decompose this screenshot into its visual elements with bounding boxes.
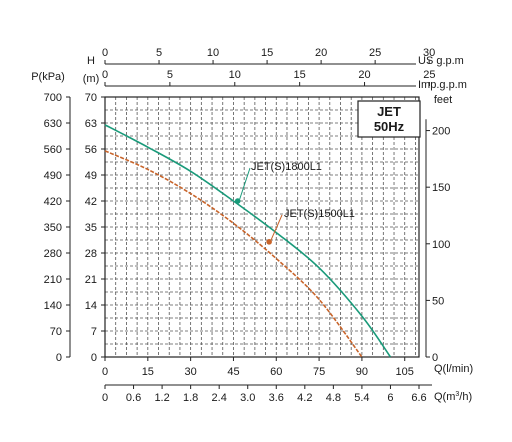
imp-gpm-tick-label: 5 <box>167 69 173 81</box>
q-m3h-tick-label: 3.6 <box>269 392 284 404</box>
series-leader-1 <box>270 214 283 241</box>
series-marker-1 <box>266 239 272 245</box>
q-m3h-tick-label: 6 <box>387 392 393 404</box>
feet-tick-label: 150 <box>432 182 450 194</box>
head-tick-label: 70 <box>85 92 97 104</box>
us-gpm-tick-label: 10 <box>207 47 219 59</box>
head-tick-label: 7 <box>91 326 97 338</box>
head-tick-label: 49 <box>85 170 97 182</box>
q-lmin-tick-label: 60 <box>270 366 282 378</box>
feet-tick-label: 200 <box>432 126 450 138</box>
q-m3h-tick-label: 4.8 <box>326 392 341 404</box>
q-lmin-tick-label: 15 <box>142 366 154 378</box>
series-label-1800: JET(S)1800L1 <box>251 161 322 173</box>
q-m3h-tick-label: 6.6 <box>411 392 426 404</box>
pressure-tick-label: 70 <box>50 326 62 338</box>
q-m3h-tick-label: 2.4 <box>212 392 227 404</box>
pressure-tick-label: 210 <box>44 274 62 286</box>
imp-gpm-axis-label: Imp.g.p.m <box>418 79 467 91</box>
head-tick-label: 28 <box>85 248 97 260</box>
us-gpm-tick-label: 5 <box>156 47 162 59</box>
head-tick-label: 63 <box>85 118 97 130</box>
feet-axis-label: feet <box>434 94 452 106</box>
feet-tick-label: 50 <box>432 295 444 307</box>
pressure-tick-label: 140 <box>44 300 62 312</box>
series-line-0 <box>104 124 392 358</box>
q-lmin-tick-label: 105 <box>396 366 414 378</box>
q-lmin-tick-label: 75 <box>313 366 325 378</box>
pressure-tick-label: 350 <box>44 222 62 234</box>
chart-curves <box>104 124 392 358</box>
pressure-axis-label: P(kPa) <box>31 71 65 83</box>
q-lmin-tick-label: 90 <box>356 366 368 378</box>
q-m3h-tick-label: 5.4 <box>354 392 369 404</box>
pressure-tick-label: 280 <box>44 248 62 260</box>
pressure-tick-label: 420 <box>44 196 62 208</box>
q-m3h-tick-label: 1.2 <box>154 392 169 404</box>
pressure-tick-label: 560 <box>44 144 62 156</box>
imp-gpm-tick-label: 15 <box>294 69 306 81</box>
q-lmin-tick-label: 0 <box>102 366 108 378</box>
series-label-1500: JET(S)1500L1 <box>284 208 355 220</box>
series-leader-0 <box>239 167 251 200</box>
q-lmin-tick-label: 45 <box>227 366 239 378</box>
q-m3h-axis-label: Q(m3/h) <box>434 391 472 403</box>
head-tick-label: 35 <box>85 222 97 234</box>
chart-ticks: 0701402102803504204905606307000714212835… <box>44 47 451 404</box>
imp-gpm-tick-label: 10 <box>229 69 241 81</box>
pressure-tick-label: 700 <box>44 92 62 104</box>
feet-tick-label: 100 <box>432 239 450 251</box>
q-m3h-tick-label: 0 <box>102 392 108 404</box>
head-tick-label: 42 <box>85 196 97 208</box>
head-axis-label: (m) <box>83 73 100 85</box>
pressure-tick-label: 490 <box>44 170 62 182</box>
us-gpm-tick-label: 20 <box>315 47 327 59</box>
series-marker-0 <box>234 198 241 204</box>
q-m3h-tick-label: 3.0 <box>240 392 255 404</box>
q-m3h-tick-label: 1.8 <box>183 392 198 404</box>
imp-gpm-tick-label: 25 <box>423 69 435 81</box>
q-m3h-tick-label: 0.6 <box>126 392 141 404</box>
pressure-tick-label: 0 <box>56 352 62 364</box>
series-line-1 <box>104 150 363 358</box>
us-gpm-tick-label: 25 <box>369 47 381 59</box>
imp-gpm-tick-label: 0 <box>102 69 108 81</box>
us-gpm-tick-label: 15 <box>261 47 273 59</box>
pressure-tick-label: 630 <box>44 118 62 130</box>
title-box <box>357 100 421 138</box>
feet-tick-label: 0 <box>432 352 438 364</box>
q-lmin-axis-label: Q(l/min) <box>434 363 473 375</box>
q-m3h-tick-label: 4.2 <box>297 392 312 404</box>
us-gpm-tick-label: 0 <box>102 47 108 59</box>
us-gpm-tick-label: 30 <box>423 47 435 59</box>
head-axis-label-top: H <box>87 55 95 67</box>
us-gpm-axis-label: US g.p.m <box>418 55 464 67</box>
head-tick-label: 14 <box>85 300 97 312</box>
head-tick-label: 0 <box>91 352 97 364</box>
head-tick-label: 56 <box>85 144 97 156</box>
head-tick-label: 21 <box>85 274 97 286</box>
chart-title: JET <box>377 104 401 119</box>
chart-subtitle: 50Hz <box>374 119 405 134</box>
imp-gpm-tick-label: 20 <box>358 69 370 81</box>
q-lmin-tick-label: 30 <box>185 366 197 378</box>
